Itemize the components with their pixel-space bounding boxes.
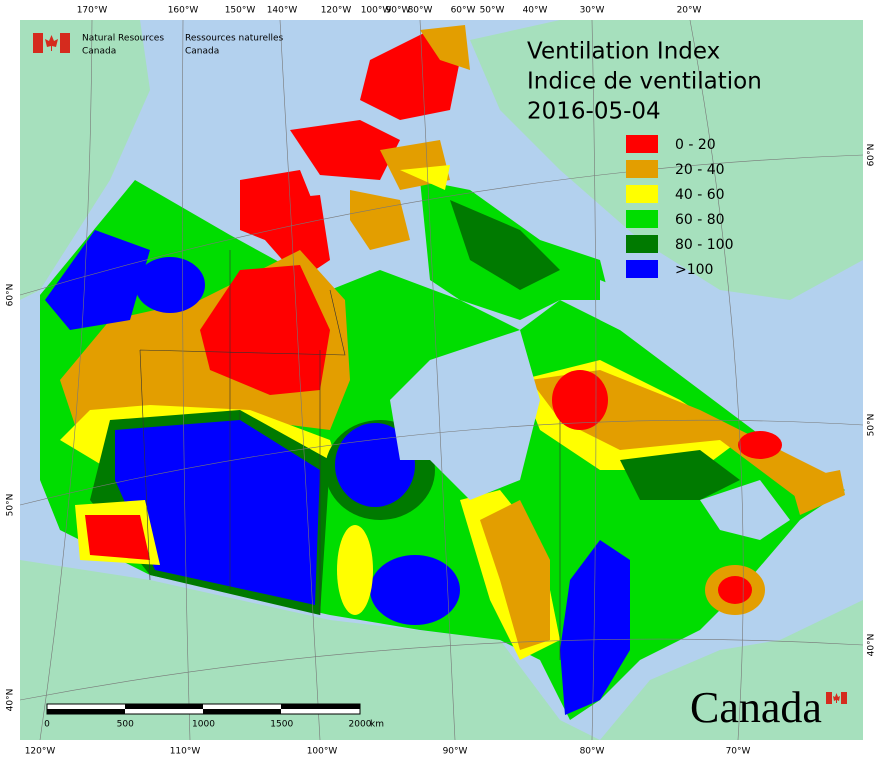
graticule-label: 40°N [867,634,877,657]
graticule-label: 90°W [443,747,468,757]
zone-0-20 [85,515,150,560]
gulf-st-lawrence [700,480,790,540]
scale-seg [47,709,125,714]
maple-leaf [833,693,840,703]
ellesmere-north [420,25,470,70]
legend-label: 60 - 80 [675,212,725,228]
zone-0-20 [718,576,752,604]
flag-bar [60,33,70,53]
arctic-island [265,195,330,280]
graticule-label: 120°W [321,6,352,16]
legend-swatch [626,235,658,253]
hudson-bay [390,330,540,500]
graticule-label: 170°W [77,6,108,16]
legend-label: 40 - 60 [675,187,725,203]
usa [20,560,600,740]
zone-0-20 [552,370,608,430]
zone-over-100 [370,555,460,625]
title: Indice de ventilation [527,69,762,95]
agency-fr: Canada [185,47,219,57]
graticule-label: 80°W [408,6,433,16]
graticule-label: 50°N [6,494,16,517]
legend-label: 20 - 40 [675,162,725,178]
graticule-label: 20°W [677,6,702,16]
graticule-label: 30°W [580,6,605,16]
greenland [470,20,863,300]
zone-over-100 [115,420,320,605]
scale-label: 1500 [270,720,293,730]
graticule-label: 70°W [726,747,751,757]
scale-seg [203,709,281,714]
zone-0-20 [738,431,782,459]
usa-east [600,600,863,740]
graticule-label: 160°W [168,6,199,16]
graticule-label: 120°W [25,747,56,757]
graticule-label: 50°W [480,6,505,16]
graticule-label: 50°N [867,414,877,437]
graticule-label: 100°W [361,6,392,16]
scale-label: 2000 [349,720,372,730]
agency-fr: Ressources naturelles [185,34,284,44]
zone-over-100 [560,540,630,715]
hudson-strait [600,280,700,380]
graticule-label: 100°W [307,747,338,757]
graticule-label: 80°W [580,747,605,757]
zone-80-100 [620,450,740,500]
graticule-label: 110°W [170,747,201,757]
legend-swatch [626,160,658,178]
zone-20-40 [480,500,550,650]
graticule-label: 60°W [451,6,476,16]
legend-label: 0 - 20 [675,137,716,153]
zone-over-100 [335,423,415,507]
scale-label: 500 [117,720,134,730]
graticule-label: 90°W [386,6,411,16]
scale-bar [46,703,361,715]
scale-label: 1000 [192,720,215,730]
flag-bar [841,692,847,704]
province-border [139,250,561,660]
zone-20-40 [790,470,845,515]
graticule-label: 60°N [867,144,877,167]
agency-en: Natural Resources [82,34,164,44]
legend-swatch [626,260,658,278]
legend-label: 80 - 100 [675,237,734,253]
baffin-dense [450,200,560,290]
graticule-label: 60°N [6,284,16,307]
flag-bar [826,692,832,704]
flag-bar [33,33,43,53]
alaska [20,20,150,300]
legend-label: >100 [675,262,713,278]
scale-seg [281,704,360,709]
legend-swatch [626,185,658,203]
graticule-label: 140°W [267,6,298,16]
wordmark: Canada [690,683,822,732]
graticule-label: 40°N [6,689,16,712]
arctic-island [290,120,400,180]
zone-0-20 [200,265,330,395]
maple-leaf [45,35,58,51]
scale-unit: km [370,720,384,730]
legend-swatch [626,135,658,153]
arctic-island [400,165,450,190]
graticule-label: 150°W [225,6,256,16]
graticule-label: 40°W [523,6,548,16]
agency-logo [33,33,70,53]
title: Ventilation Index [527,39,720,65]
arctic-island [350,190,410,250]
date: 2016-05-04 [527,99,661,125]
zone-over-100 [45,230,150,330]
legend-swatch [626,210,658,228]
zone-over-100 [135,257,205,313]
scale-label: 0 [44,720,50,730]
agency-en: Canada [82,47,116,57]
scale-seg [125,704,203,709]
zone-40-60 [337,525,373,615]
wordmark-flag [826,692,847,704]
